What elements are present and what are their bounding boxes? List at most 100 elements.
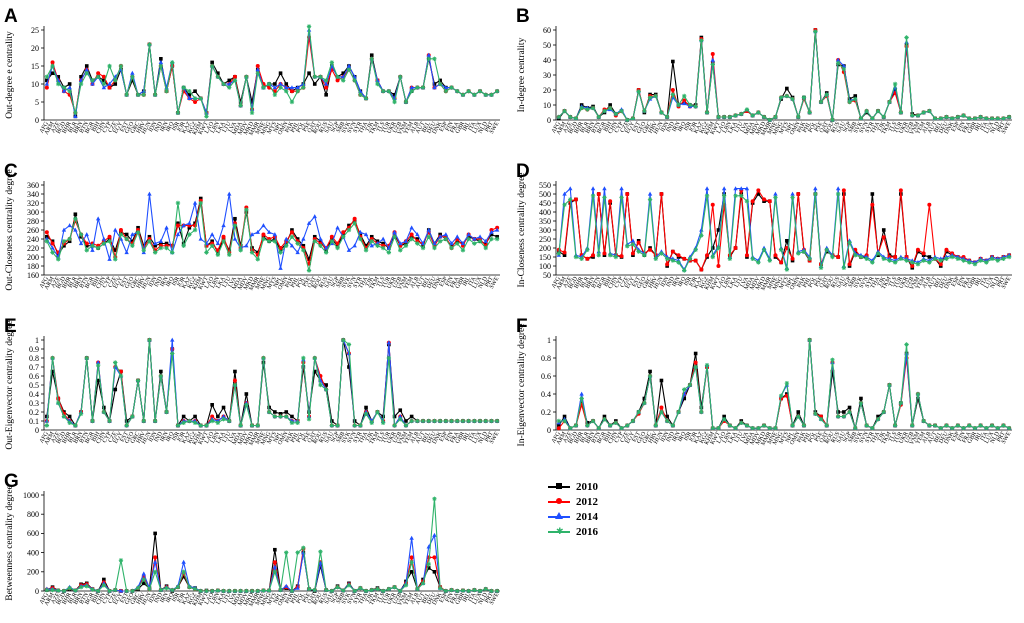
x-tick-label-e-5: BLR bbox=[68, 431, 79, 444]
point-e-2016-66 bbox=[420, 418, 426, 424]
point-c-2012-1 bbox=[50, 241, 55, 246]
point-f-2016-11 bbox=[619, 426, 624, 431]
x-tick-label-c-71: FIN bbox=[445, 275, 455, 287]
y-tick-label-c-5: 260 bbox=[27, 226, 39, 235]
point-g-2014-44 bbox=[295, 585, 300, 590]
point-c-2016-56 bbox=[363, 248, 369, 253]
point-g-2016-27 bbox=[198, 588, 203, 594]
point-c-2016-23 bbox=[175, 200, 181, 206]
x-tick-label-d-20: IND bbox=[666, 275, 677, 288]
point-c-2016-27 bbox=[198, 200, 203, 206]
x-tick-label-a-17: HRV bbox=[136, 120, 148, 134]
point-f-2016-14 bbox=[636, 409, 641, 415]
point-a-2010-2 bbox=[56, 75, 61, 79]
x-tick-label-g-68: DEU bbox=[426, 591, 438, 605]
x-tick-label-g-50: SAU bbox=[324, 591, 336, 605]
point-d-2012-9 bbox=[608, 199, 613, 204]
x-tick-label-b-25: KAZ bbox=[693, 121, 705, 135]
y-tick-label-e-8: 0.8 bbox=[29, 354, 39, 363]
point-g-2016-45 bbox=[301, 545, 306, 550]
x-tick-label-g-26: KGZ bbox=[187, 592, 199, 606]
x-tick-label-d-61: UKR bbox=[898, 276, 910, 290]
x-tick-label-f-70: ESP bbox=[951, 430, 962, 443]
x-tick-label-c-47: QAT bbox=[307, 276, 318, 289]
point-f-2016-4 bbox=[579, 396, 584, 401]
point-b-2016-28 bbox=[716, 114, 721, 120]
x-tick-label-d-26: KGZ bbox=[699, 276, 711, 290]
x-tick-label-c-75: ITA bbox=[468, 275, 478, 287]
point-a-2010-42 bbox=[284, 82, 289, 86]
point-e-2010-30 bbox=[216, 414, 220, 419]
point-d-2016-56 bbox=[875, 251, 881, 256]
x-tick-label-b-9: BIH bbox=[603, 120, 614, 133]
point-e-2016-49 bbox=[323, 387, 329, 392]
x-tick-label-b-51: SGP bbox=[842, 120, 853, 133]
x-tick-label-a-14: EST bbox=[119, 121, 130, 134]
point-f-2010-0 bbox=[557, 423, 561, 428]
point-a-2010-30 bbox=[216, 71, 220, 75]
point-c-2016-29 bbox=[209, 243, 215, 248]
x-tick-label-g-29: LAO bbox=[204, 591, 216, 605]
point-c-2012-50 bbox=[329, 234, 334, 239]
x-tick-label-e-53: SVK bbox=[341, 430, 353, 444]
x-tick-label-e-57: TJK bbox=[365, 430, 376, 443]
point-d-2016-11 bbox=[619, 195, 624, 200]
x-tick-label-b-14: EST bbox=[631, 121, 642, 134]
y-tick-label-e-4: 0.4 bbox=[29, 390, 39, 399]
point-c-2014-7 bbox=[84, 232, 89, 237]
point-a-2016-13 bbox=[118, 63, 124, 69]
point-d-2012-68 bbox=[944, 247, 949, 252]
point-d-2016-44 bbox=[807, 256, 812, 261]
x-tick-label-c-40: MYS bbox=[266, 276, 278, 290]
x-tick-label-e-45: POL bbox=[296, 431, 307, 444]
point-f-2012-0 bbox=[556, 426, 561, 431]
point-d-2014-6 bbox=[590, 186, 596, 191]
point-b-2016-8 bbox=[602, 108, 607, 114]
point-a-2016-26 bbox=[192, 96, 198, 101]
point-b-2016-37 bbox=[767, 117, 772, 123]
point-f-2016-31 bbox=[733, 426, 738, 431]
point-g-2016-17 bbox=[141, 577, 146, 582]
point-g-2016-77 bbox=[483, 586, 488, 592]
point-f-2016-17 bbox=[653, 423, 658, 428]
point-e-2016-25 bbox=[187, 418, 192, 424]
point-c-2010-61 bbox=[392, 232, 397, 237]
point-a-2016-7 bbox=[84, 71, 89, 76]
point-b-2016-16 bbox=[647, 95, 653, 100]
point-e-2016-7 bbox=[84, 355, 89, 361]
point-a-2016-78 bbox=[489, 92, 494, 97]
point-a-2016-71 bbox=[449, 85, 454, 90]
point-c-2016-5 bbox=[73, 216, 78, 221]
point-c-2016-25 bbox=[187, 232, 192, 237]
point-e-2016-2 bbox=[56, 400, 61, 406]
point-b-2016-23 bbox=[687, 102, 693, 108]
point-a-2012-37 bbox=[255, 64, 260, 68]
y-tick-label-c-2: 200 bbox=[27, 253, 39, 262]
point-f-2016-13 bbox=[630, 418, 636, 424]
legend-label-2014: 2014 bbox=[576, 511, 598, 523]
point-a-2010-1 bbox=[50, 71, 55, 75]
point-f-2016-74 bbox=[978, 423, 983, 428]
point-c-2010-71 bbox=[449, 243, 454, 248]
point-c-2010-20 bbox=[159, 241, 163, 246]
point-a-2016-51 bbox=[335, 74, 340, 79]
point-f-2016-41 bbox=[790, 423, 795, 428]
point-c-2010-59 bbox=[381, 241, 385, 246]
point-c-2016-14 bbox=[124, 236, 129, 242]
x-tick-label-e-61: UKR bbox=[386, 431, 398, 445]
point-d-2016-5 bbox=[585, 247, 590, 252]
point-b-2012-22 bbox=[682, 98, 687, 103]
point-a-2014-41 bbox=[278, 81, 283, 86]
point-d-2014-33 bbox=[744, 186, 750, 191]
point-e-2010-41 bbox=[278, 412, 283, 416]
point-d-2012-5 bbox=[585, 256, 590, 261]
point-f-2016-20 bbox=[670, 423, 676, 428]
x-tick-label-f-68: DEU bbox=[938, 430, 950, 444]
y-tick-label-g-4: 800 bbox=[27, 510, 39, 519]
x-tick-label-g-17: HRV bbox=[136, 591, 148, 605]
x-tick-label-f-49: RUS bbox=[830, 431, 841, 444]
point-g-2016-65 bbox=[415, 586, 420, 592]
point-a-2016-35 bbox=[244, 74, 249, 79]
x-tick-label-b-30: LBN bbox=[722, 120, 734, 134]
